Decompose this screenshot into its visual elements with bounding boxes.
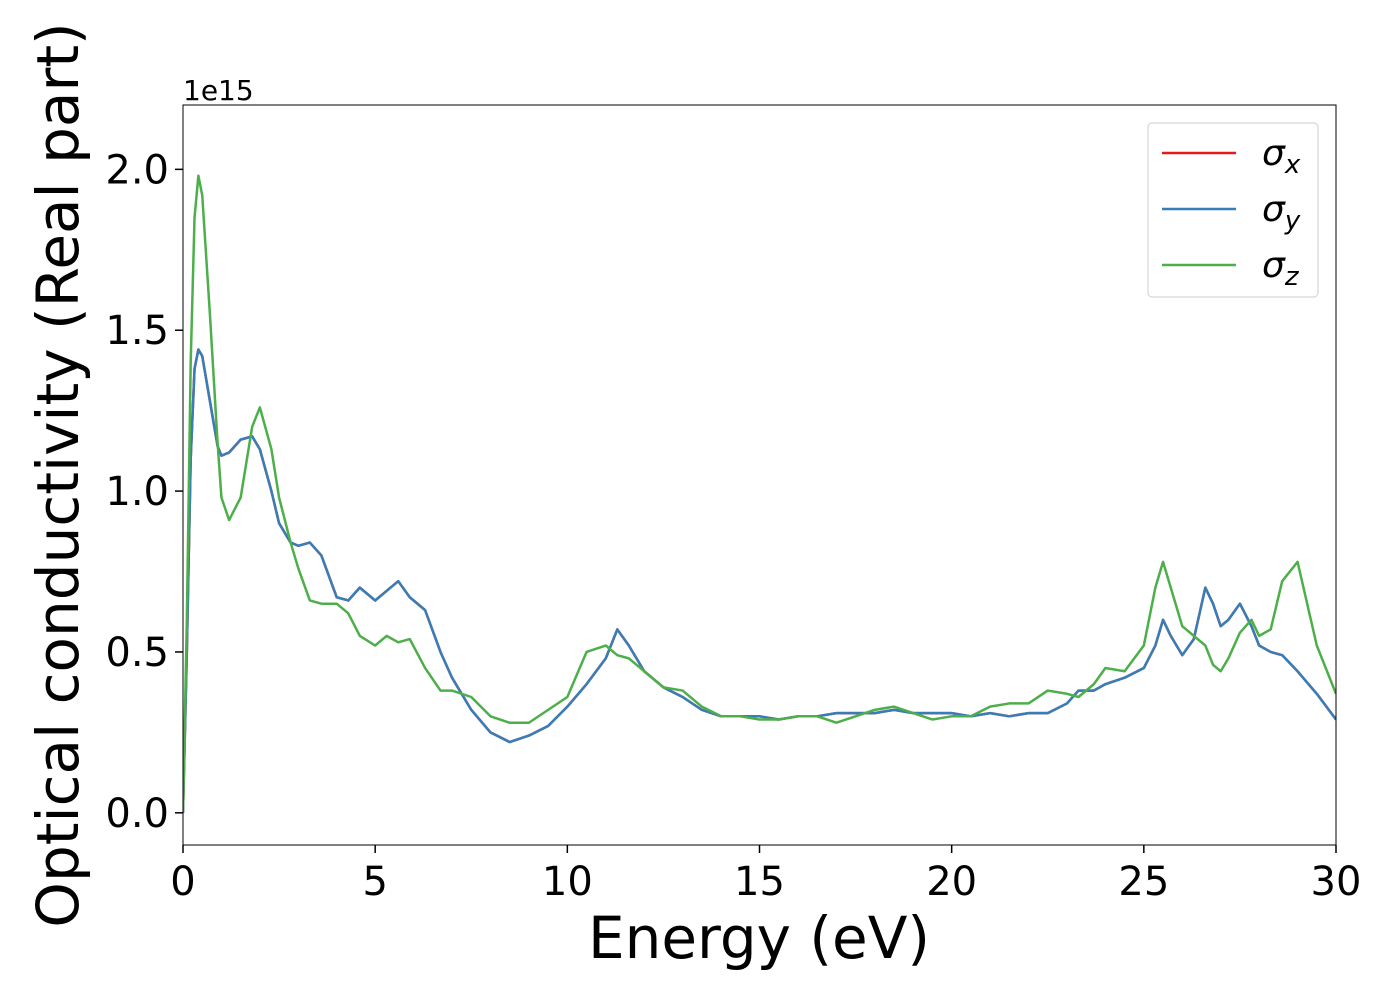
x-tick-label: 5 [362, 859, 387, 905]
x-tick-label: 30 [1311, 859, 1362, 905]
legend-label: σx [1262, 133, 1301, 180]
y-axis-label: Optical conductivity (Real part) [24, 22, 92, 927]
x-tick-label: 0 [170, 859, 195, 905]
y-offset-label: 1e15 [183, 74, 254, 107]
legend-label: σy [1262, 189, 1301, 236]
plot-frame [182, 104, 1337, 846]
series-line [183, 348, 1336, 813]
legend-label: σz [1262, 245, 1300, 292]
x-tick-label: 15 [734, 859, 785, 905]
x-axis-label: Energy (eV) [588, 904, 930, 972]
y-tick-label: 1.5 [105, 308, 169, 354]
x-tick-label: 25 [1118, 859, 1169, 905]
series-line [183, 174, 1336, 813]
y-tick-label: 2.0 [105, 147, 169, 193]
x-tick-label: 10 [542, 859, 593, 905]
y-tick-label: 0.5 [105, 630, 169, 676]
y-tick-label: 1.0 [105, 469, 169, 515]
x-tick-label: 20 [926, 859, 977, 905]
y-tick-label: 0.0 [105, 791, 169, 837]
